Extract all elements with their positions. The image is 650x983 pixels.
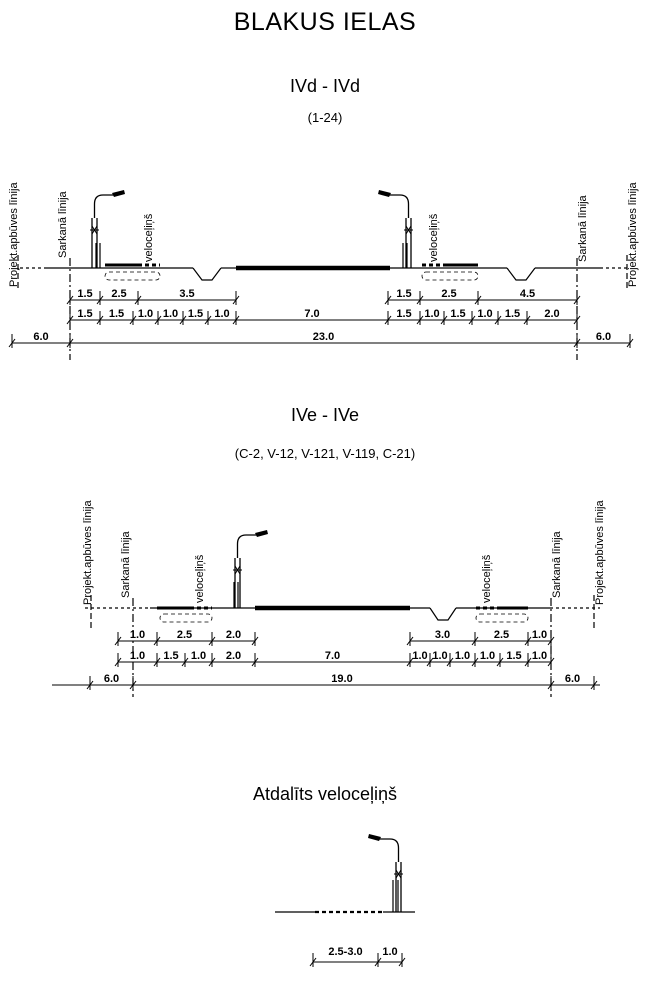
dimension-label: 1.0 <box>480 650 495 662</box>
section2-dimensions <box>52 632 600 690</box>
page-title: BLAKUS IELAS <box>233 8 417 36</box>
dimension-label: 6.0 <box>565 673 580 685</box>
dimension-label: 2.5 <box>441 288 456 300</box>
dimension-label: 1.0 <box>432 650 447 662</box>
dimension-label: 1.0 <box>412 650 427 662</box>
lamp-icon <box>378 190 413 268</box>
projekt-line-label: Projekt.apbūves līnija <box>627 182 639 287</box>
dimension-label: 1.0 <box>532 629 547 641</box>
dimension-label: 1.0 <box>455 650 470 662</box>
bike-lane-label: veloceļiņš <box>143 213 155 262</box>
dimension-label: 1.0 <box>130 650 145 662</box>
sarkana-line-label: Sarkanā līnija <box>577 194 589 262</box>
dimension-label: 1.0 <box>163 308 178 320</box>
projekt-line-label: Projekt.apbūves līnija <box>82 500 94 605</box>
dimension-label: 6.0 <box>104 673 119 685</box>
dimension-label: 1.5 <box>109 308 124 320</box>
dimension-label: 1.0 <box>532 650 547 662</box>
dimension-label: 2.0 <box>226 629 241 641</box>
dimension-label: 1.5 <box>396 288 411 300</box>
dimension-label: 1.0 <box>130 629 145 641</box>
dimension-label: 7.0 <box>325 650 340 662</box>
dimension-label: 2.5 <box>177 629 192 641</box>
section3-profile <box>275 880 415 914</box>
dimension-label: 1.5 <box>505 308 520 320</box>
dimension-label: 2.0 <box>226 650 241 662</box>
dimension-label: 1.5 <box>396 308 411 320</box>
dimension-label: 1.0 <box>214 308 229 320</box>
dimension-label: 1.0 <box>191 650 206 662</box>
projekt-line-label: Projekt.apbūves līnija <box>594 500 606 605</box>
bike-lane-label: veloceļiņš <box>481 554 493 603</box>
dimension-label: 1.5 <box>506 650 521 662</box>
dimension-label: 1.0 <box>477 308 492 320</box>
dimension-label: 7.0 <box>304 308 319 320</box>
bike-lane-label: veloceļiņš <box>194 554 206 603</box>
dimension-label: 3.0 <box>435 629 450 641</box>
dimension-label: 1.0 <box>138 308 153 320</box>
dimension-label: 6.0 <box>596 331 611 343</box>
section1-title: IVd - IVd <box>289 76 361 96</box>
sarkana-line-label: Sarkanā līnija <box>57 190 69 258</box>
sarkana-line-label: Sarkanā līnija <box>551 530 563 598</box>
section3-title: Atdalīts veloceļiņš <box>252 784 398 804</box>
dimension-label: 1.5 <box>77 288 92 300</box>
dimension-label: 23.0 <box>313 331 334 343</box>
lamp-icon <box>89 189 126 269</box>
dimension-label: 4.5 <box>520 288 535 300</box>
dimension-label: 1.5 <box>163 650 178 662</box>
dimension-label: 1.0 <box>382 946 397 958</box>
dimension-label: 1.0 <box>424 308 439 320</box>
section1-subtitle: (1-24) <box>307 110 343 125</box>
section3-dimensions <box>309 953 406 967</box>
dimension-label: 1.5 <box>188 308 203 320</box>
section2-title: IVe - IVe <box>290 405 360 425</box>
dimension-label: 2.5 <box>111 288 126 300</box>
dimension-label: 2.0 <box>544 308 559 320</box>
projekt-line-label: Projekt.apbūves līnija <box>8 182 20 287</box>
dimension-label: 3.5 <box>179 288 194 300</box>
sarkana-line-label: Sarkanā līnija <box>120 530 132 598</box>
bike-lane-label: veloceļiņš <box>428 213 440 262</box>
dimension-label: 1.5 <box>450 308 465 320</box>
dimension-label: 2.5 <box>494 629 509 641</box>
dimension-label: 19.0 <box>331 673 352 685</box>
dimension-label: 1.5 <box>77 308 92 320</box>
section1-dimensions <box>8 291 634 348</box>
dimension-label: 2.5-3.0 <box>328 946 362 958</box>
section2-subtitle: (C-2, V-12, V-121, V-119, C-21) <box>234 446 416 461</box>
dimension-label: 6.0 <box>33 331 48 343</box>
